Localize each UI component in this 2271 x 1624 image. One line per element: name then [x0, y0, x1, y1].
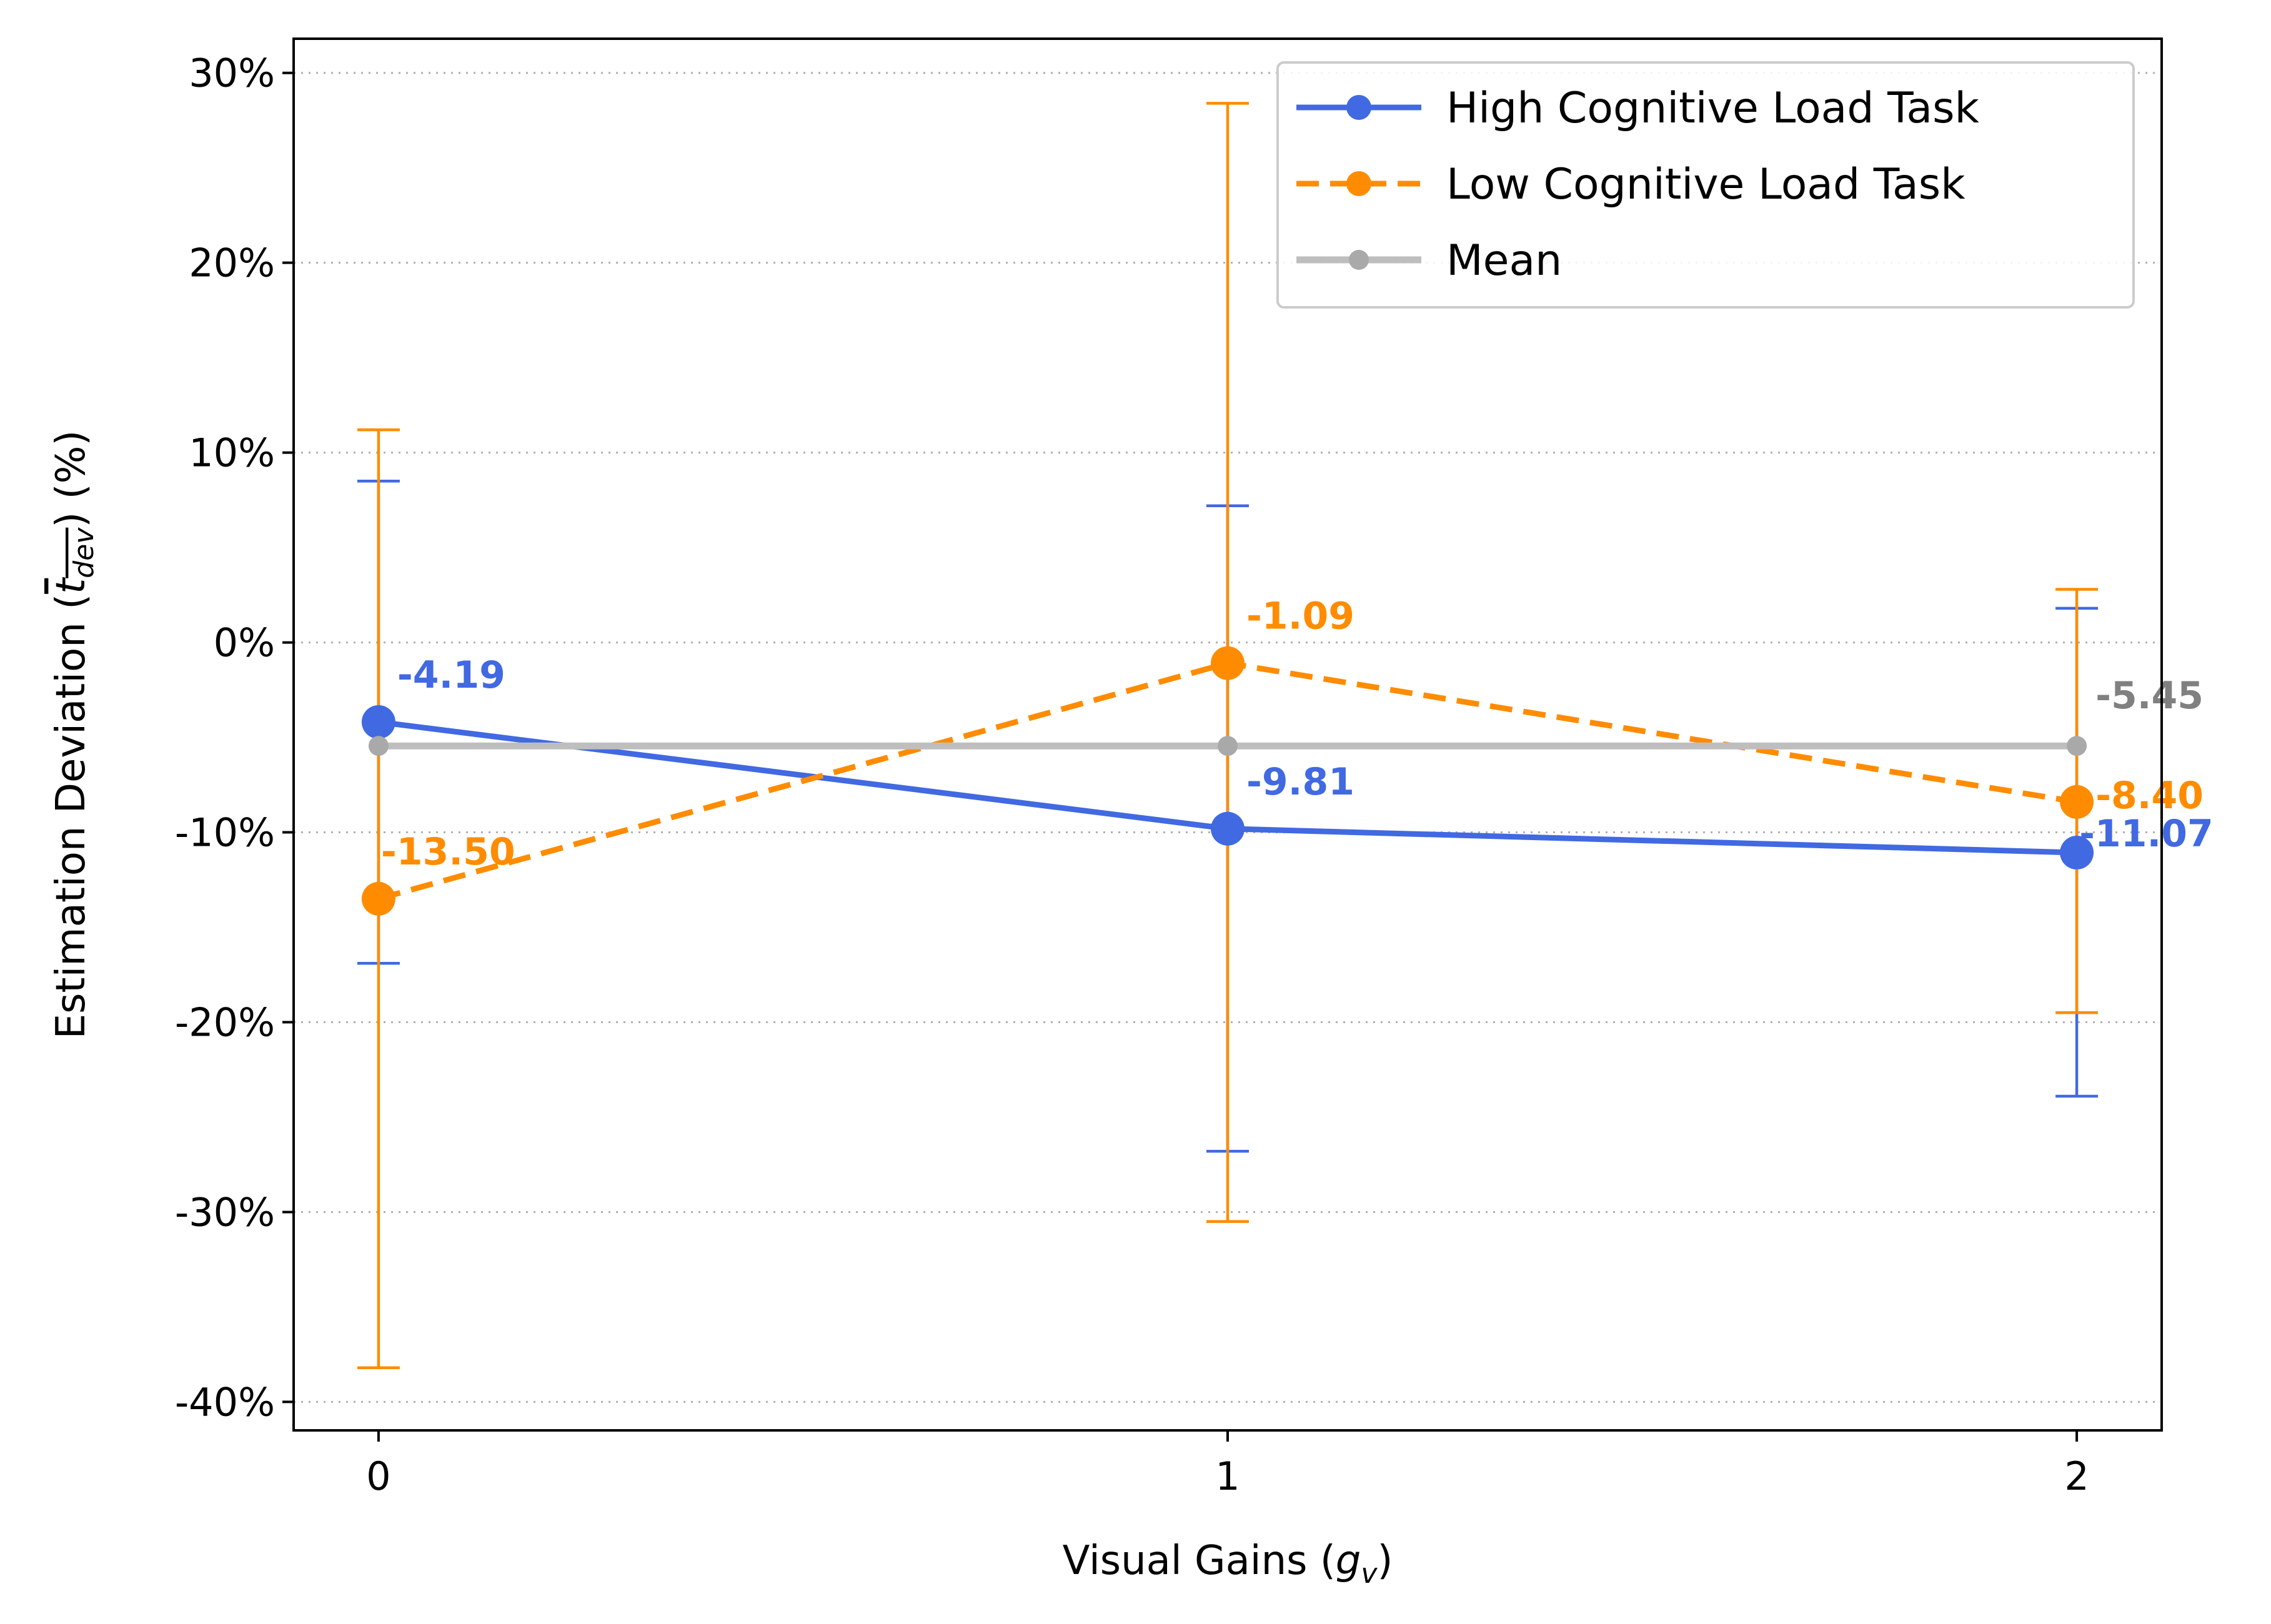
- high-cognitive-load-task-point: [2060, 836, 2094, 870]
- x-tick-label: 1: [1215, 1453, 1240, 1499]
- y-tick-label: -10%: [175, 810, 275, 856]
- legend-low-cognitive-load-task-label: Low Cognitive Load Task: [1446, 160, 1965, 209]
- x-tick-label: 0: [366, 1453, 390, 1499]
- x-axis-title: Visual Gains (gv): [1063, 1538, 1393, 1590]
- low-cognitive-load-task-point: [361, 881, 395, 916]
- high-cognitive-load-task-data-label: -9.81: [1246, 760, 1354, 804]
- x-tick-label: 2: [2064, 1453, 2089, 1499]
- high-cognitive-load-task-data-label: -4.19: [397, 653, 505, 697]
- high-cognitive-load-task-point: [1211, 811, 1245, 846]
- legend-high-cognitive-load-task-label: High Cognitive Load Task: [1446, 84, 1980, 133]
- low-cognitive-load-task-data-label: -1.09: [1246, 595, 1354, 638]
- mean-point: [2067, 736, 2087, 756]
- y-tick-label: 20%: [189, 240, 275, 286]
- tick-layer: 30% 20% 10% 0% -10% -20% -30% -40% 0 1 2: [175, 51, 2089, 1499]
- data-label-layer: -4.19 -9.81 -11.07 -13.50 -1.09 -8.40 -5.45: [381, 595, 2214, 874]
- mean-point: [1218, 736, 1238, 756]
- legend-low-cognitive-load-task-marker: [1346, 171, 1371, 196]
- low-cognitive-load-task-data-label: -13.50: [381, 830, 515, 874]
- low-cognitive-load-task-point: [1211, 646, 1245, 680]
- y-tick-label: -40%: [175, 1379, 275, 1425]
- y-tick-label: 30%: [189, 51, 275, 96]
- legend-box: [1276, 61, 2135, 309]
- low-cognitive-load-task-point: [2060, 785, 2094, 819]
- y-tick-label: -20%: [175, 999, 275, 1045]
- low-cognitive-load-task-data-label: -8.40: [2095, 774, 2204, 818]
- legend-mean-marker: [1349, 250, 1369, 270]
- mean-point: [368, 736, 389, 756]
- mean-data-label: -5.45: [2095, 674, 2204, 718]
- legend: High Cognitive Load Task Low Cognitive Lo…: [1276, 61, 2135, 309]
- legend-high-cognitive-load-task-marker: [1346, 95, 1371, 120]
- legend-mean-label: Mean: [1446, 236, 1562, 285]
- y-tick-label: 0%: [214, 620, 275, 666]
- y-tick-label: -30%: [175, 1189, 275, 1235]
- axis-title-layer: Visual Gains (gv) Estimation Deviation (t…: [48, 430, 1393, 1590]
- y-tick-label: 10%: [189, 430, 275, 476]
- high-cognitive-load-task-point: [361, 705, 395, 739]
- high-cognitive-load-task-data-label: -11.07: [2079, 812, 2214, 856]
- marker-layer: [361, 646, 2094, 916]
- y-axis-title: Estimation Deviation (tdev) (%): [48, 430, 100, 1039]
